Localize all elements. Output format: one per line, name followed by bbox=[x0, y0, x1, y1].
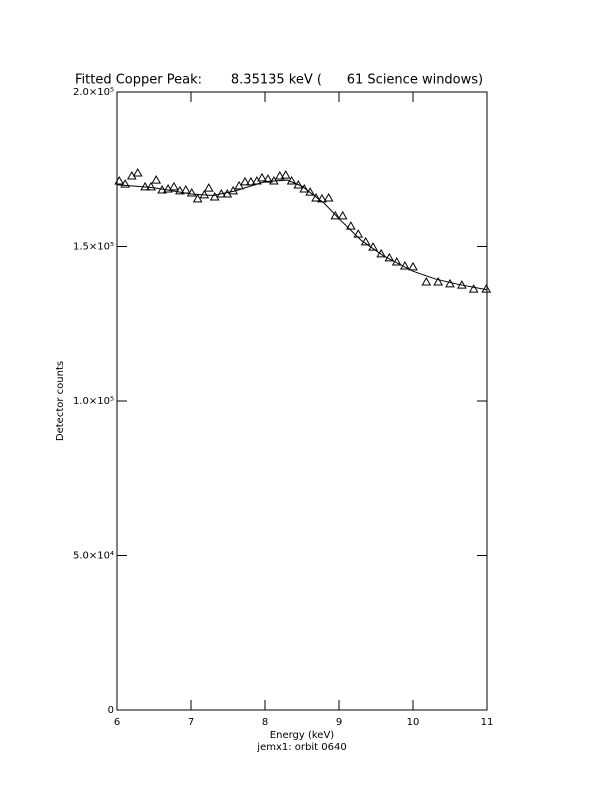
data-point bbox=[140, 181, 150, 191]
data-point bbox=[274, 171, 285, 180]
data-point bbox=[228, 185, 239, 195]
x-tick-label: 7 bbox=[188, 717, 194, 728]
data-point bbox=[120, 179, 131, 188]
data-point bbox=[345, 221, 356, 230]
data-point bbox=[360, 236, 371, 246]
data-point bbox=[311, 192, 321, 202]
x-tick-label: 6 bbox=[114, 717, 120, 728]
y-tick-label: 0 bbox=[108, 705, 114, 716]
chart-title: Fitted Copper Peak: 8.35135 keV ( 61 Sci… bbox=[75, 73, 483, 88]
data-point bbox=[192, 193, 203, 203]
y-tick-label: 2.0×10⁵ bbox=[73, 87, 114, 98]
data-point bbox=[186, 188, 197, 197]
data-point bbox=[257, 172, 267, 182]
data-point bbox=[280, 170, 291, 179]
x-tick-label: 8 bbox=[262, 717, 268, 728]
data-point bbox=[203, 183, 214, 192]
data-point bbox=[421, 277, 432, 286]
data-point bbox=[240, 176, 250, 186]
x-tick-label: 11 bbox=[481, 717, 494, 728]
fit-line bbox=[116, 179, 488, 291]
data-point bbox=[151, 175, 162, 184]
data-point bbox=[234, 180, 244, 190]
y-tick-label: 1.5×10⁵ bbox=[73, 242, 114, 253]
y-tick-label: 1.0×10⁵ bbox=[73, 396, 114, 407]
data-point bbox=[323, 192, 334, 202]
data-point bbox=[481, 284, 492, 293]
subtitle: jemx1: orbit 0640 bbox=[256, 742, 346, 753]
data-point bbox=[169, 181, 179, 191]
data-point bbox=[433, 277, 444, 286]
data-point bbox=[209, 192, 220, 201]
data-point bbox=[146, 181, 156, 191]
data-point bbox=[305, 187, 316, 196]
y-axis-label: Detector counts bbox=[55, 361, 66, 441]
data-point bbox=[468, 284, 479, 293]
data-point bbox=[114, 175, 125, 185]
data-point bbox=[175, 185, 185, 195]
data-point bbox=[330, 210, 341, 220]
x-axis-label: Energy (keV) bbox=[270, 730, 335, 741]
data-point bbox=[286, 175, 297, 185]
data-point bbox=[263, 174, 273, 183]
data-point bbox=[163, 184, 173, 193]
data-point bbox=[337, 210, 348, 220]
data-point bbox=[293, 180, 304, 189]
data-point bbox=[299, 184, 310, 193]
x-tick-label: 9 bbox=[336, 717, 342, 728]
x-tick-label: 10 bbox=[407, 717, 420, 728]
data-point bbox=[132, 167, 143, 177]
data-point bbox=[408, 261, 418, 271]
data-point bbox=[246, 176, 256, 186]
y-tick-label: 5.0×10⁴ bbox=[73, 551, 114, 562]
